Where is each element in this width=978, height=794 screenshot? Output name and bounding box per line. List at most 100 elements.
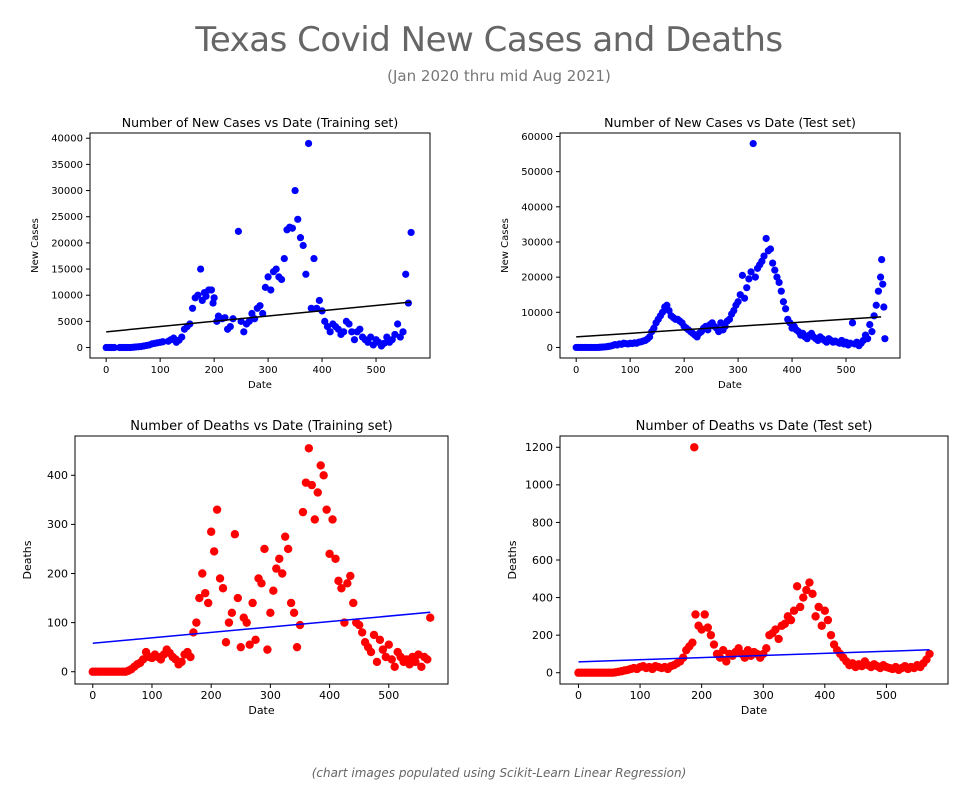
data-point xyxy=(762,644,771,653)
data-point xyxy=(786,615,796,625)
data-point xyxy=(248,598,257,608)
y-tick-label: 200 xyxy=(47,567,68,580)
x-tick-label: 200 xyxy=(675,365,694,376)
data-point xyxy=(289,608,299,617)
data-point xyxy=(706,630,716,640)
data-point xyxy=(781,305,790,313)
y-axis-label: New Cases xyxy=(30,218,41,273)
data-point xyxy=(325,549,334,559)
y-tick-label: 30000 xyxy=(51,186,83,197)
data-point xyxy=(426,613,435,622)
data-point xyxy=(874,287,883,295)
y-tick-label: 30000 xyxy=(521,237,553,248)
data-point xyxy=(402,270,410,278)
data-point xyxy=(259,309,267,318)
x-axis-label: Date xyxy=(741,704,768,717)
regression-line xyxy=(576,316,882,338)
data-point xyxy=(423,655,432,664)
data-point xyxy=(876,273,885,281)
data-point xyxy=(384,640,393,649)
data-point xyxy=(245,317,253,325)
data-point xyxy=(864,335,872,343)
data-point xyxy=(266,608,275,617)
data-point xyxy=(411,657,420,667)
y-axis-label: Deaths xyxy=(506,540,519,579)
x-tick-label: 100 xyxy=(141,689,162,702)
data-point xyxy=(218,584,228,593)
data-point xyxy=(700,610,709,619)
x-tick-label: 300 xyxy=(729,365,748,376)
y-tick-label: 400 xyxy=(532,591,553,604)
x-tick-label: 300 xyxy=(259,365,278,376)
data-point xyxy=(251,635,260,645)
y-axis-label: Deaths xyxy=(21,540,34,579)
data-point xyxy=(404,299,413,307)
chart-title: Number of Deaths vs Date (Training set) xyxy=(130,419,392,434)
data-point xyxy=(257,579,266,588)
data-point xyxy=(808,589,817,599)
data-point xyxy=(291,186,299,195)
y-tick-label: 20000 xyxy=(51,238,83,249)
cases-training-chart: Number of New Cases vs Date (Training se… xyxy=(30,115,431,391)
data-point xyxy=(348,328,356,336)
data-point xyxy=(881,335,889,343)
data-point xyxy=(868,328,876,336)
y-tick-label: 40000 xyxy=(51,134,83,145)
plot-frame xyxy=(559,132,901,359)
y-tick-label: 0 xyxy=(547,343,553,354)
data-point xyxy=(197,265,205,273)
data-point xyxy=(709,640,719,649)
plot-frame xyxy=(559,435,949,685)
data-point xyxy=(866,321,874,329)
data-point xyxy=(751,273,759,281)
data-point xyxy=(202,292,210,300)
data-point xyxy=(307,480,317,490)
y-tick-label: 400 xyxy=(47,469,68,482)
data-point xyxy=(242,618,251,627)
y-tick-label: 10000 xyxy=(521,308,553,319)
x-tick-label: 100 xyxy=(621,365,640,376)
x-tick-label: 100 xyxy=(630,689,651,702)
data-point xyxy=(760,252,768,260)
data-point xyxy=(307,304,315,312)
data-point xyxy=(769,259,777,267)
data-point xyxy=(251,315,259,323)
data-point xyxy=(747,268,755,276)
data-point xyxy=(802,585,811,595)
data-point xyxy=(240,328,248,336)
data-point xyxy=(367,333,375,341)
x-tick-label: 200 xyxy=(691,689,712,702)
data-point xyxy=(210,294,218,302)
data-point xyxy=(304,139,313,148)
data-point xyxy=(286,598,296,608)
y-tick-label: 100 xyxy=(47,616,68,629)
data-point xyxy=(267,286,275,294)
plot-frame xyxy=(89,132,431,359)
x-tick-label: 200 xyxy=(205,365,224,376)
data-point xyxy=(198,569,207,578)
data-point xyxy=(749,139,757,148)
data-point xyxy=(848,319,857,327)
data-point xyxy=(878,255,886,264)
x-tick-label: 0 xyxy=(575,689,582,702)
data-point xyxy=(277,275,286,284)
y-axis-label: New Cases xyxy=(500,218,511,273)
data-point xyxy=(316,461,325,470)
data-point xyxy=(280,254,288,263)
data-point xyxy=(206,527,216,536)
y-tick-label: 0 xyxy=(546,667,553,680)
data-point xyxy=(280,532,290,541)
data-point xyxy=(743,284,751,292)
data-point xyxy=(340,328,348,336)
data-point xyxy=(188,304,197,312)
y-tick-label: 10000 xyxy=(51,291,83,302)
data-point xyxy=(230,530,240,539)
data-point xyxy=(925,649,934,659)
data-point xyxy=(110,343,118,352)
data-point xyxy=(264,273,272,281)
data-point xyxy=(387,655,396,664)
data-point xyxy=(302,270,310,278)
data-point xyxy=(880,303,888,311)
data-point xyxy=(789,606,799,615)
data-point xyxy=(177,657,186,667)
